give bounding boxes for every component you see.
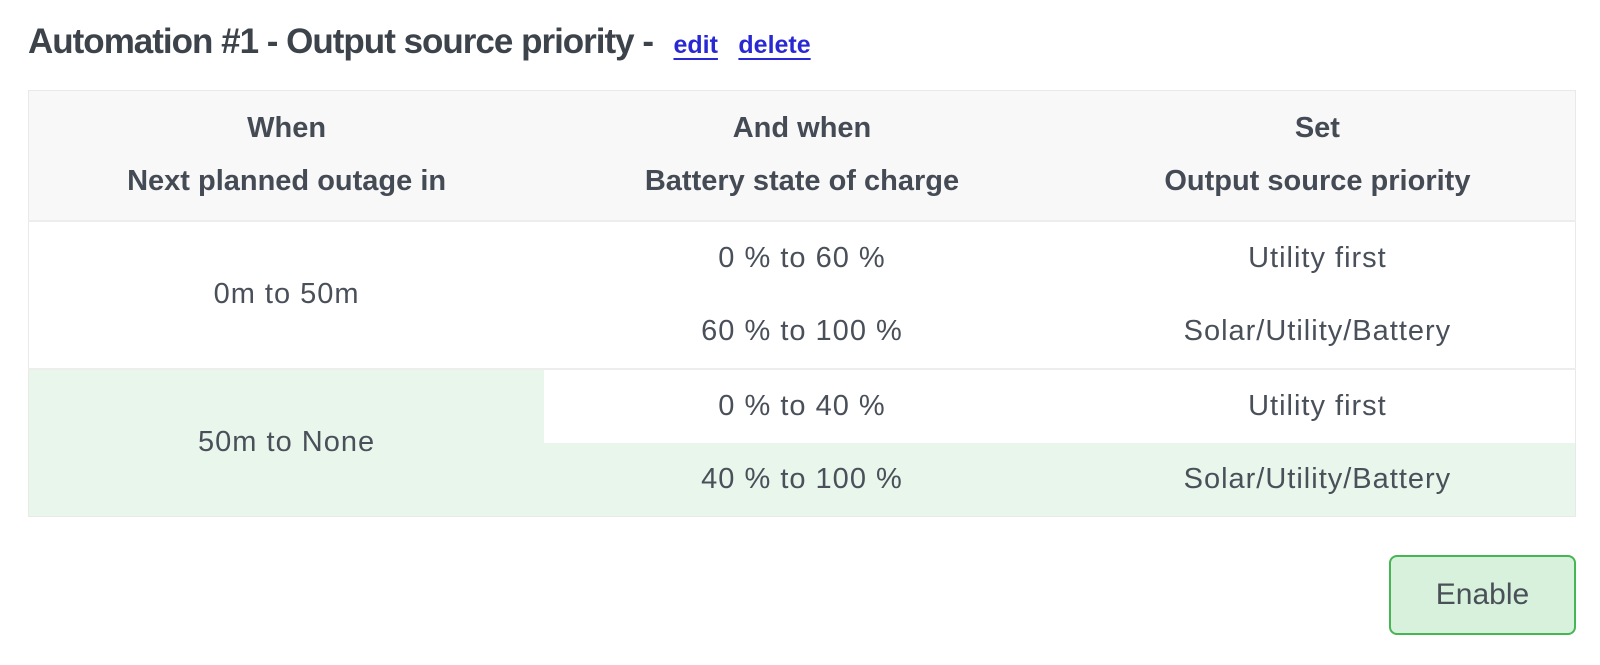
title-row: Automation #1 - Output source priority -… <box>28 22 1576 62</box>
column-field-label: Battery state of charge <box>644 165 960 198</box>
table-row: 50m to None 0 % to 40 % Utility first <box>28 368 1576 517</box>
automation-rules-table: When Next planned outage in And when Bat… <box>28 90 1576 517</box>
column-header-set: Set Output source priority <box>1059 90 1576 222</box>
cell-output-priority: Utility first <box>1059 368 1576 443</box>
cell-battery-soc: 60 % to 100 % <box>544 294 1060 369</box>
page-title: Automation #1 - Output source priority - <box>28 22 654 61</box>
cell-output-priority: Utility first <box>1059 220 1576 295</box>
column-group-label: And when <box>732 112 872 145</box>
column-group-label: Set <box>1294 112 1340 145</box>
enable-button[interactable]: Enable <box>1389 555 1576 635</box>
footer-actions: Enable <box>28 555 1576 635</box>
cell-outage-range: 0m to 50m <box>28 220 545 369</box>
cell-battery-soc: 40 % to 100 % <box>544 442 1060 517</box>
column-group-label: When <box>247 112 327 145</box>
table-row: 0m to 50m 0 % to 60 % Utility first <box>28 220 1576 369</box>
rule-group-1: 0m to 50m 0 % to 60 % Utility first 60 %… <box>28 220 1576 369</box>
cell-output-priority: Solar/Utility/Battery <box>1059 294 1576 369</box>
table-header: When Next planned outage in And when Bat… <box>28 90 1576 222</box>
cell-battery-soc: 0 % to 40 % <box>544 368 1060 443</box>
rule-group-2: 50m to None 0 % to 40 % Utility first 40… <box>28 368 1576 517</box>
cell-outage-range: 50m to None <box>28 368 545 517</box>
table-row: 40 % to 100 % Solar/Utility/Battery <box>29 442 1576 517</box>
column-header-when: When Next planned outage in <box>28 90 545 222</box>
delete-link[interactable]: delete <box>738 31 811 59</box>
column-field-label: Next planned outage in <box>127 165 447 198</box>
cell-output-priority: Solar/Utility/Battery <box>1059 442 1576 517</box>
column-field-label: Output source priority <box>1164 165 1471 198</box>
column-header-and-when: And when Battery state of charge <box>544 90 1060 222</box>
edit-link[interactable]: edit <box>673 31 718 59</box>
cell-battery-soc: 0 % to 60 % <box>544 220 1060 295</box>
table-header-row: When Next planned outage in And when Bat… <box>28 90 1576 222</box>
table-row: 60 % to 100 % Solar/Utility/Battery <box>29 294 1576 369</box>
